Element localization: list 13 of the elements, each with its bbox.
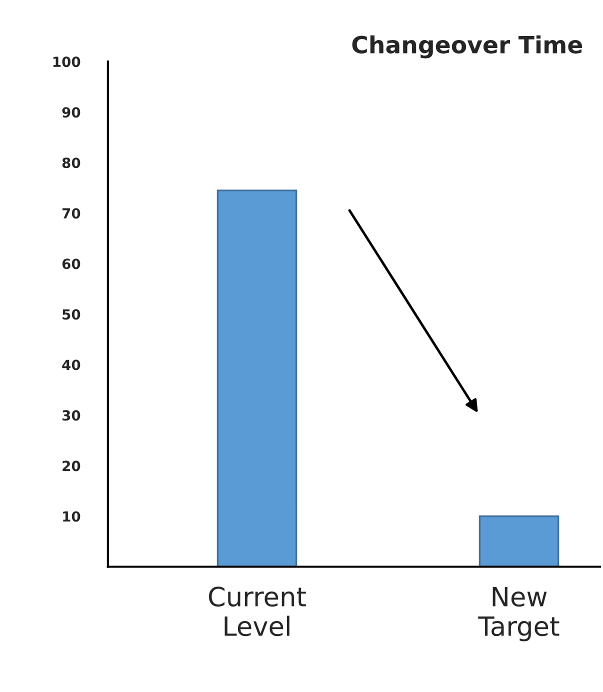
y-tick-label: 60 <box>62 258 80 270</box>
x-tick-label: New Target <box>478 587 560 642</box>
x-tick-label: Current Level <box>208 586 306 636</box>
y-tick-label: 20 <box>62 460 80 472</box>
y-tick-label: 80 <box>62 158 80 168</box>
y-tick-label: 30 <box>62 410 80 421</box>
y-tick-label: 10 <box>63 511 80 522</box>
y-tick-label: 70 <box>62 208 80 219</box>
y-tick-label: 90 <box>62 107 80 118</box>
chart-title: Changeover Time <box>352 35 582 58</box>
y-tick-label: 50 <box>62 309 80 320</box>
y-tick-label: 100 <box>53 56 80 68</box>
y-tick-label: 40 <box>62 360 80 370</box>
